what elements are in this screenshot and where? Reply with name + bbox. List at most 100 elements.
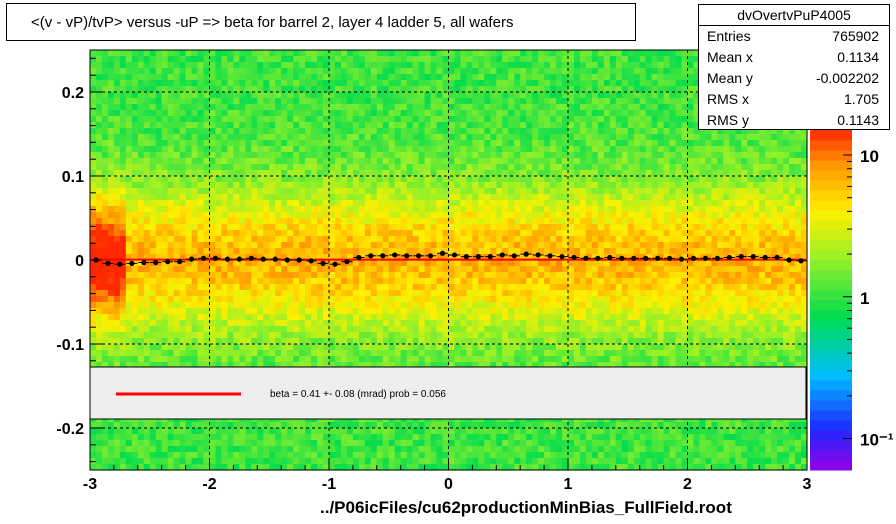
profile-point bbox=[224, 256, 231, 262]
palette-bin bbox=[810, 150, 852, 161]
profile-point bbox=[284, 257, 290, 263]
profile-point bbox=[607, 254, 613, 261]
palette-bin bbox=[810, 280, 852, 291]
profile-point bbox=[750, 254, 756, 260]
palette-bin bbox=[810, 270, 852, 281]
profile-point bbox=[499, 252, 505, 258]
palette-bin bbox=[810, 380, 852, 391]
palette-bin bbox=[810, 180, 852, 191]
profile-point bbox=[248, 255, 254, 261]
palette-bin bbox=[810, 210, 852, 221]
stats-label: Mean x bbox=[707, 49, 753, 65]
profile-point bbox=[404, 253, 410, 259]
palette-bin bbox=[810, 140, 852, 151]
palette-bin bbox=[810, 410, 852, 421]
profile-point bbox=[702, 255, 709, 261]
profile-point bbox=[583, 255, 589, 261]
profile-point bbox=[368, 253, 374, 259]
profile-point bbox=[188, 256, 195, 262]
stats-label: RMS x bbox=[707, 91, 749, 107]
profile-point bbox=[463, 254, 470, 260]
y-tick-label: 0 bbox=[75, 253, 84, 270]
profile-point bbox=[726, 254, 732, 261]
profile-point bbox=[320, 260, 326, 266]
profile-point bbox=[619, 255, 625, 261]
profile-point bbox=[296, 257, 302, 263]
stats-value: 0.1134 bbox=[837, 49, 879, 65]
profile-point bbox=[738, 254, 744, 260]
palette-bin bbox=[810, 230, 852, 241]
palette-bin bbox=[810, 360, 852, 371]
palette-bin bbox=[810, 310, 852, 321]
palette-bin bbox=[810, 430, 852, 441]
color-palette: 10 1 10⁻¹ bbox=[810, 130, 894, 471]
palette-bin bbox=[810, 260, 852, 271]
profile-point bbox=[786, 257, 792, 263]
profile-point bbox=[798, 258, 804, 264]
profile-point bbox=[392, 252, 398, 258]
profile-point bbox=[165, 259, 171, 265]
profile-point bbox=[427, 253, 434, 259]
profile-point bbox=[762, 254, 768, 261]
palette-bin bbox=[810, 160, 852, 171]
palette-bin bbox=[810, 130, 852, 141]
profile-point bbox=[678, 256, 685, 262]
stats-histogram-name: dvOvertvPuP4005 bbox=[699, 5, 889, 26]
profile-point bbox=[595, 255, 601, 261]
profile-point bbox=[177, 259, 183, 265]
profile-point bbox=[416, 253, 422, 259]
palette-tick-label: 10⁻¹ bbox=[860, 431, 894, 450]
stats-value: 0.1143 bbox=[837, 112, 879, 128]
profile-point bbox=[451, 252, 458, 258]
stats-box: dvOvertvPuP4005 Entries 765902 Mean x 0.… bbox=[698, 4, 890, 130]
profile-point bbox=[571, 254, 577, 261]
footer-filename: ../P06icFiles/cu62productionMinBias_Full… bbox=[320, 498, 732, 517]
x-tick-label: -3 bbox=[83, 476, 97, 493]
profile-point bbox=[535, 252, 541, 258]
profile-point bbox=[129, 260, 135, 266]
profile-point bbox=[332, 261, 338, 267]
y-tick-label: 0.1 bbox=[62, 169, 84, 186]
profile-point bbox=[212, 255, 219, 261]
y-tick-label: 0.2 bbox=[62, 85, 84, 102]
palette-bin bbox=[810, 240, 852, 251]
profile-point bbox=[236, 256, 242, 262]
profile-point bbox=[153, 259, 159, 266]
profile-point bbox=[105, 260, 111, 266]
profile-point bbox=[559, 254, 565, 260]
x-tick-label: -1 bbox=[322, 476, 336, 493]
palette-bin bbox=[810, 320, 852, 331]
stats-label: RMS y bbox=[707, 112, 749, 128]
stats-row-rms-x: RMS x 1.705 bbox=[699, 89, 889, 110]
palette-bin bbox=[810, 250, 852, 261]
palette-bin bbox=[810, 190, 852, 201]
fit-legend-box: beta = 0.41 +- 0.08 (mrad) prob = 0.056 bbox=[89, 366, 807, 420]
palette-bin bbox=[810, 440, 852, 451]
palette-tick-label: 1 bbox=[860, 289, 869, 308]
profile-point bbox=[523, 251, 529, 257]
profile-point bbox=[344, 259, 350, 265]
profile-point bbox=[308, 258, 314, 264]
palette-bin bbox=[810, 170, 852, 181]
profile-point bbox=[643, 255, 649, 261]
profile-point bbox=[690, 255, 697, 261]
profile-point bbox=[714, 255, 720, 261]
palette-bin bbox=[810, 300, 852, 311]
stats-row-rms-y: RMS y 0.1143 bbox=[699, 110, 889, 131]
profile-point bbox=[272, 256, 278, 262]
profile-point bbox=[666, 255, 673, 261]
palette-bin bbox=[810, 290, 852, 301]
profile-point bbox=[511, 253, 517, 259]
profile-point bbox=[475, 254, 481, 260]
palette-tick-label: 10 bbox=[860, 147, 879, 166]
profile-point bbox=[655, 255, 661, 261]
palette-bin bbox=[810, 350, 852, 361]
profile-point bbox=[547, 253, 553, 259]
y-tick-label: -0.1 bbox=[56, 337, 84, 354]
palette-bin bbox=[810, 340, 852, 351]
plot-title-text: <(v - vP)/tvP> versus -uP => beta for ba… bbox=[31, 14, 514, 31]
palette-bin bbox=[810, 390, 852, 401]
y-tick-label: -0.2 bbox=[56, 421, 84, 438]
stats-value: -0.002202 bbox=[815, 70, 879, 86]
stats-value: 765902 bbox=[832, 28, 879, 44]
